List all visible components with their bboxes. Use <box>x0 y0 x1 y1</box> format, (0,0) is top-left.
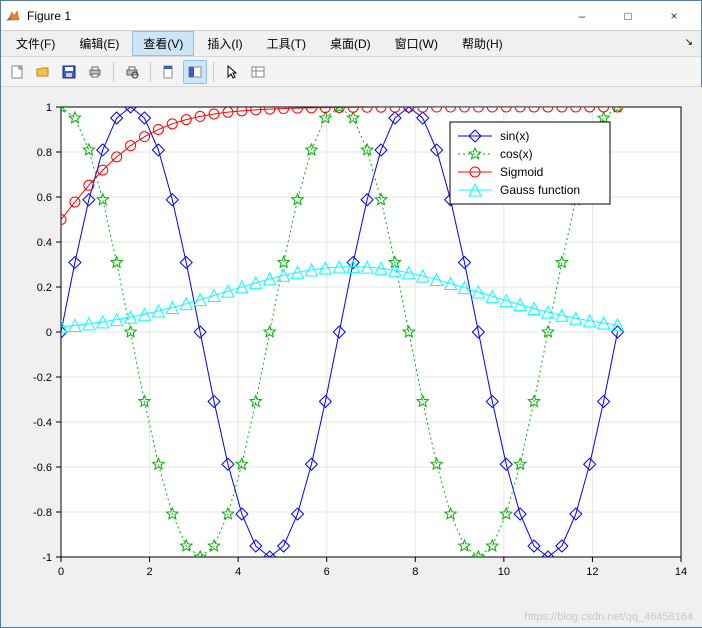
maximize-button[interactable]: □ <box>605 2 651 30</box>
toolbar-separator <box>213 62 214 82</box>
svg-text:-0.6: -0.6 <box>33 462 52 474</box>
menu-item-7[interactable]: 帮助(H) <box>451 31 514 56</box>
toolbar <box>1 57 701 87</box>
svg-text:0.2: 0.2 <box>37 282 52 294</box>
legend: sin(x) cos(x) Sigmoid Gauss function <box>450 122 610 204</box>
figure-window: Figure 1 – □ × 文件(F)编辑(E)查看(V)插入(I)工具(T)… <box>0 0 702 628</box>
minimize-button[interactable]: – <box>559 2 605 30</box>
svg-text:-0.8: -0.8 <box>33 507 52 519</box>
svg-text:cos(x): cos(x) <box>500 147 533 161</box>
svg-text:0: 0 <box>58 566 64 578</box>
svg-text:-0.2: -0.2 <box>33 372 52 384</box>
svg-text:Sigmoid: Sigmoid <box>500 165 543 179</box>
svg-text:4: 4 <box>235 566 241 578</box>
toolbar-print-button[interactable] <box>83 60 107 84</box>
dock-icon[interactable]: ↘ <box>685 37 693 48</box>
svg-text:10: 10 <box>498 566 510 578</box>
toolbar-save-button[interactable] <box>57 60 81 84</box>
toolbar-new-button[interactable] <box>5 60 29 84</box>
svg-text:0.6: 0.6 <box>37 192 52 204</box>
chart-area: 0 2 4 6 8 10 12 14 -1 -0.8 -0.6 -0.4 -0.2 0 0.2 0.4 0.6 0… <box>1 87 701 627</box>
svg-text:8: 8 <box>412 566 418 578</box>
svg-text:2: 2 <box>147 566 153 578</box>
matlab-icon <box>5 8 21 24</box>
toolbar-separator <box>113 62 114 82</box>
titlebar: Figure 1 – □ × <box>1 1 701 31</box>
menu-item-3[interactable]: 插入(I) <box>196 31 253 56</box>
menu-item-6[interactable]: 窗口(W) <box>384 31 449 56</box>
svg-text:14: 14 <box>675 566 687 578</box>
svg-text:-0.4: -0.4 <box>33 417 52 429</box>
toolbar-highlight-button[interactable] <box>183 60 207 84</box>
svg-text:sin(x): sin(x) <box>500 129 529 143</box>
toolbar-print-preview-button[interactable] <box>120 60 144 84</box>
svg-text:0.8: 0.8 <box>37 147 52 159</box>
menu-item-5[interactable]: 桌面(D) <box>319 31 382 56</box>
close-button[interactable]: × <box>651 2 697 30</box>
svg-text:0.4: 0.4 <box>37 237 52 249</box>
toolbar-inspector-button[interactable] <box>246 60 270 84</box>
plot-svg: 0 2 4 6 8 10 12 14 -1 -0.8 -0.6 -0.4 -0.2 0 0.2 0.4 0.6 0… <box>1 87 702 627</box>
watermark: https://blog.csdn.net/qq_46458164 <box>524 611 693 623</box>
svg-text:1: 1 <box>46 102 52 114</box>
svg-text:6: 6 <box>324 566 330 578</box>
toolbar-open-button[interactable] <box>31 60 55 84</box>
menu-item-4[interactable]: 工具(T) <box>256 31 317 56</box>
menu-item-0[interactable]: 文件(F) <box>5 31 66 56</box>
window-title: Figure 1 <box>27 9 559 23</box>
menubar: 文件(F)编辑(E)查看(V)插入(I)工具(T)桌面(D)窗口(W)帮助(H)… <box>1 31 701 57</box>
svg-text:12: 12 <box>586 566 598 578</box>
toolbar-link-button[interactable] <box>157 60 181 84</box>
menu-item-1[interactable]: 编辑(E) <box>68 31 130 56</box>
toolbar-cursor-button[interactable] <box>220 60 244 84</box>
toolbar-separator <box>150 62 151 82</box>
svg-text:Gauss function: Gauss function <box>500 183 580 197</box>
menu-item-2[interactable]: 查看(V) <box>132 31 194 56</box>
svg-text:0: 0 <box>46 327 52 339</box>
svg-text:-1: -1 <box>42 552 52 564</box>
